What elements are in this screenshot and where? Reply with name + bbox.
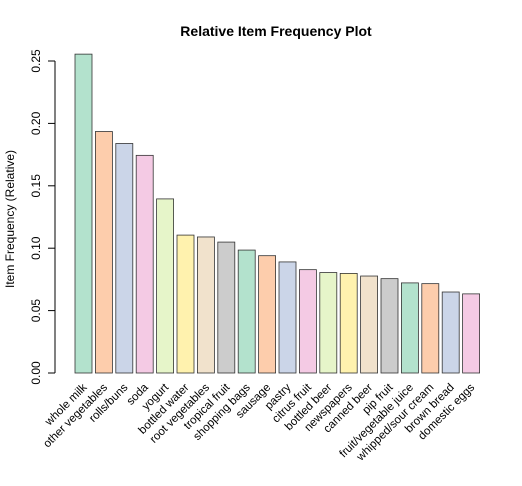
chart-title: Relative Item Frequency Plot	[180, 23, 372, 39]
bar-canned-beer	[360, 275, 379, 374]
bar-root-vegetables	[196, 236, 215, 374]
bar-bottled-beer	[319, 272, 338, 374]
bar-sausage	[258, 255, 277, 374]
bar-domestic-eggs	[462, 293, 481, 374]
bar-yogurt	[156, 198, 175, 374]
y-tick-label: 0.00	[29, 361, 43, 385]
y-tick-label: 0.15	[29, 174, 43, 198]
y-tick-label: 0.25	[29, 49, 43, 73]
bar-citrus-fruit	[298, 269, 317, 374]
bar-brown-bread	[441, 291, 460, 374]
bar-other-vegetables	[95, 131, 113, 374]
y-axis: 0.00 0.05 0.10 0.15 0.20 0.25	[29, 49, 56, 385]
y-tick-label: 0.10	[29, 236, 43, 260]
bar-newspapers	[339, 273, 358, 374]
bar-whipped-sour-cream	[421, 283, 440, 374]
bar-shopping-bags	[237, 249, 256, 374]
bar-tropical-fruit	[217, 241, 236, 374]
bars-group	[74, 53, 481, 374]
y-axis-label: Item Frequency (Relative)	[3, 150, 17, 288]
bar-pastry	[278, 261, 297, 374]
y-tick-label: 0.20	[29, 111, 43, 135]
bar-rolls-buns	[115, 143, 134, 374]
bar-soda	[135, 154, 154, 374]
bar-pip-fruit	[380, 278, 399, 374]
y-tick-label: 0.05	[29, 299, 43, 323]
bar-whole-milk	[74, 53, 93, 374]
bar-bottled-water	[176, 234, 195, 374]
bar-fruit-vegetable-juice	[400, 282, 419, 374]
